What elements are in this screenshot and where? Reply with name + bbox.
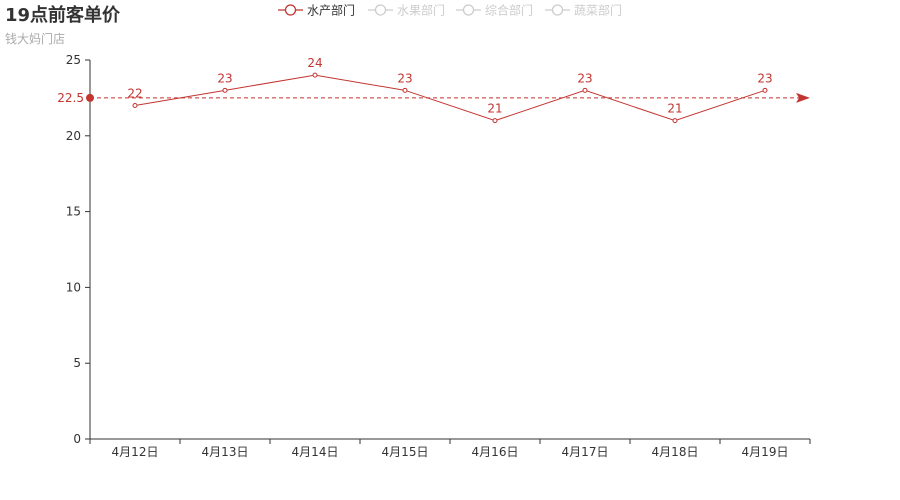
average-mark-line: 22.5: [57, 91, 810, 105]
axes: 0 5 10 15 20 25 4月12日 4月13日 4月14日 4月15日 4月16日 4月17日…: [66, 53, 811, 459]
chart-subtitle: 钱大妈门店: [5, 32, 66, 46]
data-label: 24: [307, 56, 322, 70]
legend-circle-icon: [374, 4, 387, 16]
x-tick-label: 4月14日: [292, 445, 339, 459]
series-group: 22 23 24 23 21 23 21 23: [127, 56, 773, 124]
data-point[interactable]: [762, 87, 768, 93]
legend-circle-icon: [284, 4, 297, 16]
data-label: 22: [127, 86, 142, 100]
legend-item-0[interactable]: 水产部门: [278, 3, 355, 18]
y-tick-label: 0: [73, 432, 81, 446]
x-tick-label: 4月15日: [382, 445, 429, 459]
data-label: 23: [577, 71, 592, 85]
data-point[interactable]: [402, 87, 408, 93]
data-point[interactable]: [312, 72, 318, 78]
x-tick-label: 4月17日: [562, 445, 609, 459]
y-tick-label: 15: [66, 205, 81, 219]
data-label: 21: [487, 102, 502, 116]
legend-label: 综合部门: [485, 3, 533, 18]
x-tick-label: 4月12日: [112, 445, 159, 459]
data-label: 23: [397, 71, 412, 85]
chart-title: 19点前客单价: [5, 5, 121, 26]
legend-label: 水果部门: [397, 3, 445, 18]
series-line: [134, 74, 766, 122]
mark-line-label: 22.5: [57, 91, 84, 105]
data-point[interactable]: [672, 118, 678, 124]
legend-label: 水产部门: [307, 3, 355, 18]
legend-circle-icon: [551, 4, 564, 16]
x-tick-label: 4月18日: [652, 445, 699, 459]
data-point[interactable]: [582, 87, 588, 93]
x-tick-label: 4月16日: [472, 445, 519, 459]
legend-label: 蔬菜部门: [574, 3, 622, 18]
x-tick-label: 4月19日: [742, 445, 789, 459]
legend-item-2[interactable]: 综合部门: [456, 3, 533, 18]
data-label: 23: [757, 71, 772, 85]
y-tick-label: 20: [66, 129, 81, 143]
x-tick-label: 4月13日: [202, 445, 249, 459]
legend: 水产部门 水果部门 综合部门 蔬菜部门: [278, 3, 622, 18]
legend-item-3[interactable]: 蔬菜部门: [545, 3, 622, 18]
legend-item-1[interactable]: 水果部门: [368, 3, 445, 18]
data-point[interactable]: [132, 102, 138, 108]
mark-line-start-point: [86, 93, 94, 102]
y-tick-label: 5: [73, 356, 81, 370]
data-label: 21: [667, 102, 682, 116]
data-label: 23: [217, 71, 232, 85]
legend-circle-icon: [462, 4, 475, 16]
y-tick-label: 25: [66, 53, 81, 67]
data-point[interactable]: [222, 87, 228, 93]
data-point[interactable]: [492, 118, 498, 124]
mark-line-arrow-icon: [796, 92, 810, 103]
y-tick-label: 10: [66, 280, 81, 294]
